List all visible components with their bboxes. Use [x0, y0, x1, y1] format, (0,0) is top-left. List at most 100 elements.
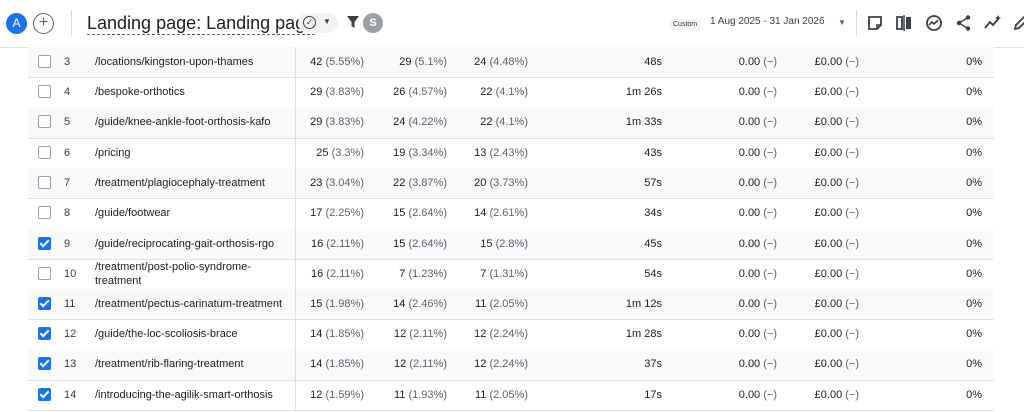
row-index: 3 [64, 56, 71, 68]
row-checkbox[interactable] [38, 146, 51, 159]
sessions-cell: 25 (3.3%) [316, 147, 364, 159]
active-users-cell: 29 (5.1%) [399, 56, 447, 68]
column-divider [295, 229, 296, 259]
add-comparison-button[interactable]: + [33, 13, 54, 34]
row-index: 4 [64, 86, 71, 98]
column-divider [295, 349, 296, 380]
edit-icon[interactable] [1012, 14, 1024, 32]
row-index: 8 [64, 207, 71, 219]
anomaly-icon[interactable] [984, 14, 1002, 32]
row-checkbox[interactable] [38, 237, 51, 250]
sessions-cell: 29 (3.83%) [310, 116, 364, 128]
revenue-cell: £0.00 (−) [814, 389, 859, 401]
rate-cell: 0% [966, 207, 982, 219]
table-row[interactable]: 3/locations/kingston-upon-thames 42 (5.55… [28, 47, 994, 78]
column-divider [295, 138, 296, 168]
landing-page-link[interactable]: /guide/the-loc-scoliosis-brace [95, 328, 238, 340]
date-caret-down-icon[interactable]: ▼ [838, 18, 846, 27]
active-users-cell: 24 (4.22%) [393, 116, 447, 128]
table-row[interactable]: 7/treatment/plagiocephaly-treatment 23 (3… [28, 168, 994, 199]
landing-page-link[interactable]: /guide/footwear [95, 207, 171, 219]
revenue-cell: £0.00 (−) [814, 56, 859, 68]
table-row[interactable]: 14/introducing-the-agilik-smart-orthosis… [28, 380, 994, 411]
table-row[interactable]: 5/guide/knee-ankle-foot-orthosis-kafo 29 … [28, 107, 994, 139]
key-events-cell: 0.00 (−) [738, 116, 777, 128]
row-checkbox[interactable] [38, 115, 51, 128]
report-title[interactable]: Landing page: Landing page [87, 13, 316, 35]
sessions-cell: 29 (3.83%) [310, 86, 364, 98]
row-checkbox[interactable] [38, 55, 51, 68]
column-divider [295, 319, 296, 349]
segment-badge[interactable]: S [363, 13, 383, 33]
trend-icon[interactable] [925, 14, 943, 32]
landing-page-link[interactable]: /locations/kingston-upon-thames [95, 56, 254, 68]
table-row[interactable]: 8/guide/footwear 17 (2.25%) 15 (2.64%) 14 (… [28, 198, 994, 230]
new-users-cell: 12 (2.24%) [474, 328, 528, 340]
column-divider [295, 47, 296, 77]
table-row[interactable]: 10/treatment/post-polio-syndrome-treatme… [28, 259, 994, 290]
share-icon[interactable] [955, 14, 973, 32]
rate-cell: 0% [966, 358, 982, 370]
key-events-cell: 0.00 (−) [738, 56, 777, 68]
row-checkbox[interactable] [38, 206, 51, 219]
column-divider [295, 380, 296, 410]
account-avatar[interactable]: A [6, 13, 27, 34]
new-users-cell: 11 (2.05%) [474, 298, 528, 310]
active-users-cell: 26 (4.57%) [393, 86, 447, 98]
compare-icon[interactable] [895, 14, 913, 32]
insights-icon[interactable] [866, 14, 884, 32]
landing-page-link[interactable]: /treatment/pectus-carinatum-treatment [95, 298, 283, 310]
landing-page-link[interactable]: /pricing [95, 147, 131, 159]
filter-icon[interactable] [346, 14, 360, 30]
engagement-time-cell: 45s [644, 238, 662, 250]
revenue-cell: £0.00 (−) [814, 86, 859, 98]
sessions-cell: 14 (1.85%) [310, 358, 364, 370]
landing-page-link[interactable]: /treatment/plagiocephaly-treatment [95, 177, 265, 189]
row-checkbox[interactable] [38, 297, 51, 310]
landing-page-link[interactable]: /bespoke-orthotics [95, 86, 185, 98]
table-row[interactable]: 9/guide/reciprocating-gait-orthosis-rgo 1… [28, 229, 994, 260]
rate-cell: 0% [966, 268, 982, 280]
rate-cell: 0% [966, 298, 982, 310]
rate-cell: 0% [966, 328, 982, 340]
table-row[interactable]: 13/treatment/rib-flaring-treatment 14 (1.… [28, 349, 994, 381]
engagement-time-cell: 17s [644, 389, 662, 401]
report-status-dropdown[interactable]: ✓ ▼ [298, 13, 338, 33]
new-users-cell: 13 (2.43%) [474, 147, 528, 159]
column-divider [295, 198, 296, 229]
row-checkbox[interactable] [38, 388, 51, 401]
header-divider [71, 10, 72, 36]
landing-page-link[interactable]: /treatment/post-polio-syndrome-treatment [95, 261, 251, 287]
table-row[interactable]: 4/bespoke-orthotics 29 (3.83%) 26 (4.57%) 2… [28, 77, 994, 108]
row-checkbox[interactable] [38, 357, 51, 370]
new-users-cell: 12 (2.24%) [474, 358, 528, 370]
sessions-cell: 15 (1.98%) [310, 298, 364, 310]
row-checkbox[interactable] [38, 267, 51, 280]
landing-page-link[interactable]: /guide/knee-ankle-foot-orthosis-kafo [95, 116, 271, 128]
rate-cell: 0% [966, 389, 982, 401]
row-checkbox[interactable] [38, 327, 51, 340]
sessions-cell: 23 (3.04%) [310, 177, 364, 189]
revenue-cell: £0.00 (−) [814, 358, 859, 370]
new-users-cell: 7 (1.31%) [480, 268, 528, 280]
header-divider [856, 10, 857, 36]
sessions-cell: 16 (2.11%) [310, 268, 364, 280]
active-users-cell: 12 (2.11%) [393, 328, 447, 340]
active-users-cell: 15 (2.64%) [393, 238, 447, 250]
sessions-cell: 42 (5.55%) [310, 56, 364, 68]
landing-page-link[interactable]: /introducing-the-agilik-smart-orthosis [95, 389, 273, 401]
row-checkbox[interactable] [38, 85, 51, 98]
landing-page-link[interactable]: /guide/reciprocating-gait-orthosis-rgo [95, 238, 275, 250]
row-checkbox[interactable] [38, 176, 51, 189]
new-users-cell: 22 (4.1%) [480, 116, 528, 128]
table-row[interactable]: 11/treatment/pectus-carinatum-treatment 1… [28, 289, 994, 320]
row-index: 6 [64, 147, 71, 159]
check-circle-icon: ✓ [303, 16, 316, 29]
key-events-cell: 0.00 (−) [738, 207, 777, 219]
table-row[interactable]: 6/pricing 25 (3.3%) 19 (3.34%) 13 (2.43%) 43… [28, 138, 994, 169]
landing-page-link[interactable]: /treatment/rib-flaring-treatment [95, 358, 244, 370]
table-row[interactable]: 12/guide/the-loc-scoliosis-brace 14 (1.85… [28, 319, 994, 350]
new-users-cell: 20 (3.73%) [474, 177, 528, 189]
date-range-label[interactable]: 1 Aug 2025 - 31 Jan 2026 [710, 16, 825, 27]
active-users-cell: 15 (2.64%) [393, 207, 447, 219]
